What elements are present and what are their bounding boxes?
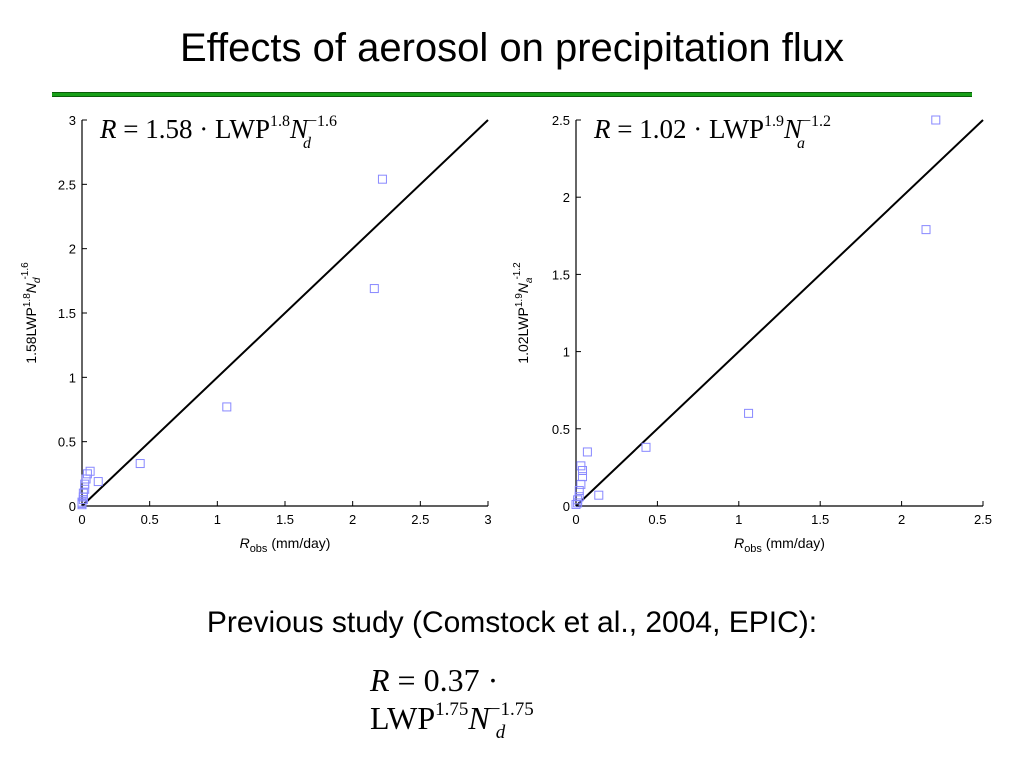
y-tick-label: 1.5 <box>552 267 570 282</box>
data-point <box>574 486 584 496</box>
x-tick-label: 1.5 <box>276 512 294 527</box>
one-to-one-line <box>575 119 984 507</box>
x-axis-label: Robs (mm/day) <box>734 535 825 555</box>
y-tick-label: 1.5 <box>58 306 76 321</box>
previous-study-text: Previous study (Comstock et al., 2004, E… <box>206 606 818 639</box>
data-point <box>573 498 583 508</box>
fit-formula: R = 1.58 · LWP1.8N−1.6 d <box>99 113 337 152</box>
data-point <box>921 225 931 235</box>
y-tick-label: 1 <box>69 370 76 385</box>
data-point <box>222 402 232 412</box>
x-tick-label: 3 <box>484 512 491 527</box>
data-point <box>576 479 586 489</box>
y-axis-label: 1.02LWP1.9Na-1.2 <box>512 262 535 364</box>
y-tick-label: 2 <box>69 242 76 257</box>
y-tick-label: 0.5 <box>58 435 76 450</box>
x-tick-label: 1 <box>214 512 221 527</box>
x-tick-label: 2 <box>898 512 905 527</box>
x-tick-label: 0.5 <box>141 512 159 527</box>
y-tick-label: 2.5 <box>58 177 76 192</box>
data-point <box>377 174 387 184</box>
x-axis-label: Robs (mm/day) <box>240 535 331 555</box>
slide-title: Effects of aerosol on precipitation flux <box>179 26 845 70</box>
y-tick-label: 3 <box>69 113 76 128</box>
y-tick-label: 0 <box>563 499 570 514</box>
left-scatter-plot: 0 0.5 1 1.5 2 2.5 3 0 0.5 1 1.5 2 2.5 3 R = 1.58 · LWP… <box>20 113 492 555</box>
y-axis-label: 1.58LWP1.8Nd-1.6 <box>20 262 43 364</box>
x-tick-label: 2.5 <box>411 512 429 527</box>
data-point <box>93 477 103 487</box>
data-point <box>80 479 90 489</box>
y-tick-label: 1 <box>563 345 570 360</box>
data-point <box>744 408 754 418</box>
data-point <box>578 472 588 482</box>
data-point <box>576 461 586 471</box>
x-tick-label: 0 <box>572 512 579 527</box>
data-point <box>77 500 87 510</box>
x-tick-label: 1.5 <box>811 512 829 527</box>
data-point <box>369 284 379 294</box>
y-tick-label: 0.5 <box>552 422 570 437</box>
previous-study-formula: R = 0.37 · LWP1.75N−1.75d <box>370 662 534 743</box>
data-point <box>594 490 604 500</box>
x-tick-label: 2.5 <box>974 512 992 527</box>
data-point <box>81 474 91 484</box>
x-tick-label: 2 <box>349 512 356 527</box>
x-tick-label: 0.5 <box>648 512 666 527</box>
right-scatter-plot: 0 0.5 1 1.5 2 2.5 0 0.5 1 1.5 2 2.5 R = 1.02 · LWP1.… <box>512 113 992 555</box>
title-divider <box>52 92 972 97</box>
fit-formula: R = 1.02 · LWP1.9N−1.2 a <box>593 113 831 152</box>
data-point <box>578 465 588 475</box>
data-point <box>571 499 581 509</box>
x-tick-label: 0 <box>78 512 85 527</box>
data-point <box>931 115 941 125</box>
y-tick-label: 2.5 <box>552 113 570 128</box>
data-point <box>582 447 592 457</box>
one-to-one-line <box>81 119 489 507</box>
y-tick-label: 2 <box>563 190 570 205</box>
data-point <box>135 459 145 469</box>
x-tick-label: 1 <box>735 512 742 527</box>
data-point <box>82 469 92 479</box>
y-tick-label: 0 <box>69 499 76 514</box>
data-point <box>641 442 651 452</box>
